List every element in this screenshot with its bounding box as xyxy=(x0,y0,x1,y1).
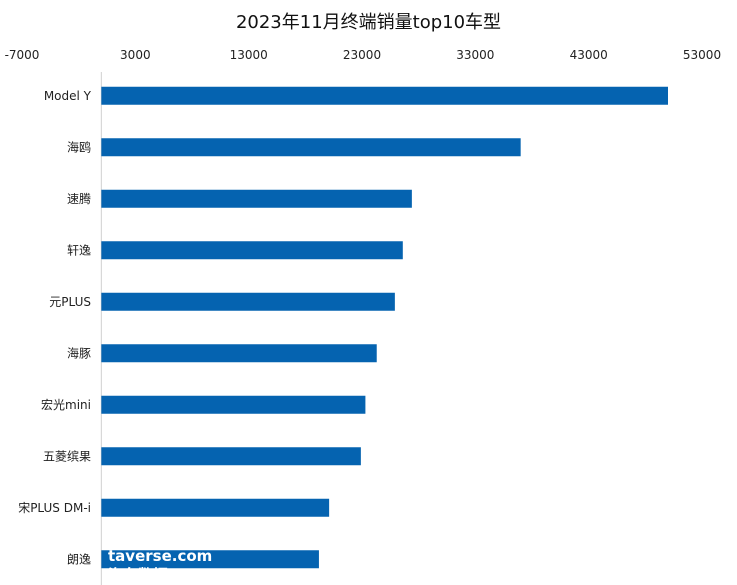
category-label: Model Y xyxy=(44,89,92,103)
category-label: 速腾 xyxy=(67,191,91,206)
category-label: 海鸥 xyxy=(67,139,91,154)
x-tick-label: 23000 xyxy=(343,48,381,62)
category-label: 元PLUS xyxy=(49,295,91,309)
bar xyxy=(101,189,412,208)
category-label: 海豚 xyxy=(67,345,91,360)
bar xyxy=(101,344,377,363)
category-label: 宏光mini xyxy=(41,397,91,412)
bar xyxy=(101,292,395,311)
x-tick-label: -7000 xyxy=(5,48,40,62)
bar xyxy=(101,447,361,466)
watermark-line1: taverse.com xyxy=(108,547,212,565)
watermark-line2: 汽车数据 xyxy=(108,566,168,584)
watermark: taverse.com 汽车数据 xyxy=(108,547,212,584)
category-label: 宋PLUS DM-i xyxy=(18,500,91,515)
bar xyxy=(101,550,319,569)
x-tick-label: 33000 xyxy=(456,48,494,62)
category-label: 轩逸 xyxy=(67,243,91,257)
x-tick-label: 53000 xyxy=(683,48,721,62)
chart-title: 2023年11月终端销量top10车型 xyxy=(235,12,502,33)
bar xyxy=(101,395,366,414)
category-label: 朗逸 xyxy=(67,552,91,566)
x-tick-label: 13000 xyxy=(230,48,268,62)
bar xyxy=(101,241,403,260)
x-axis-ticks: -7000 3000 13000 23000 33000 43000 53000 xyxy=(5,48,722,62)
bar xyxy=(101,498,330,517)
bars xyxy=(101,86,669,569)
bar xyxy=(101,138,521,157)
x-tick-label: 3000 xyxy=(120,48,151,62)
bar xyxy=(101,86,669,105)
x-tick-label: 43000 xyxy=(570,48,608,62)
category-label: 五菱缤果 xyxy=(43,448,91,463)
